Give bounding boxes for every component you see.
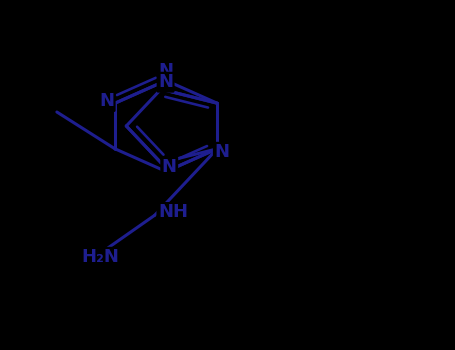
Text: N: N <box>162 158 177 176</box>
Text: H₂N: H₂N <box>81 248 119 266</box>
Text: NH: NH <box>158 203 188 222</box>
Text: N: N <box>158 73 173 91</box>
Text: N: N <box>159 62 173 80</box>
Text: N: N <box>99 92 114 111</box>
Text: N: N <box>214 143 229 161</box>
